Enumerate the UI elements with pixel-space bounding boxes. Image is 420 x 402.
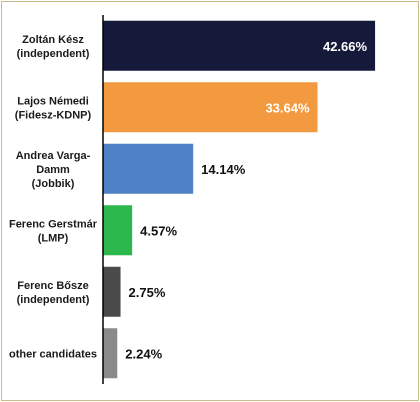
value-label-3: 4.57% (140, 223, 177, 238)
bar-2 (103, 143, 194, 194)
category-label-0: Zoltán Kész (independent) (17, 34, 90, 60)
category-label-2: Andrea Varga-Damm (Jobbik) (16, 150, 91, 190)
category-label-5: other candidates (9, 348, 97, 360)
value-label-0: 42.66% (323, 39, 368, 54)
value-label-2: 14.14% (201, 162, 246, 177)
bar-1 (103, 82, 318, 133)
bar-4 (103, 266, 121, 317)
bar-5 (103, 328, 118, 379)
value-label-1: 33.64% (265, 100, 310, 115)
bar-0 (103, 20, 376, 71)
category-label-3: Ferenc Gerstmár (LMP) (9, 218, 98, 244)
value-label-5: 2.24% (125, 346, 162, 361)
value-label-4: 2.75% (129, 285, 166, 300)
category-label-4: Ferenc Bősze (independent) (17, 280, 90, 306)
bar-3 (103, 205, 133, 256)
category-label-1: Lajos Némedi (Fidesz-KDNP) (15, 95, 92, 121)
